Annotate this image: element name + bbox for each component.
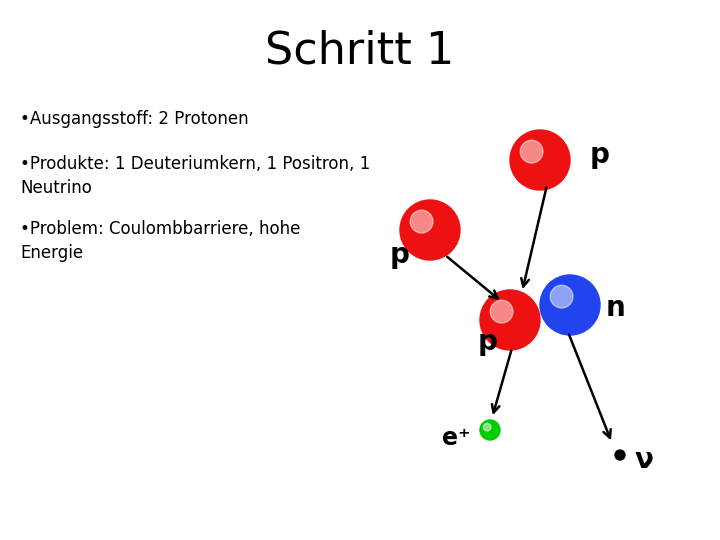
Circle shape xyxy=(483,423,491,431)
Text: ν: ν xyxy=(634,446,654,474)
Circle shape xyxy=(540,275,600,335)
Circle shape xyxy=(410,210,433,233)
Circle shape xyxy=(480,290,540,350)
Text: n: n xyxy=(606,294,626,322)
Circle shape xyxy=(521,140,543,163)
Circle shape xyxy=(480,420,500,440)
Text: p: p xyxy=(390,241,410,269)
Circle shape xyxy=(400,200,460,260)
Text: p: p xyxy=(590,141,610,169)
Circle shape xyxy=(490,300,513,323)
Circle shape xyxy=(510,130,570,190)
Circle shape xyxy=(615,450,625,460)
Text: •Problem: Coulombbarriere, hohe
Energie: •Problem: Coulombbarriere, hohe Energie xyxy=(20,220,300,261)
Text: e⁺: e⁺ xyxy=(442,426,470,450)
Text: •Produkte: 1 Deuteriumkern, 1 Positron, 1
Neutrino: •Produkte: 1 Deuteriumkern, 1 Positron, … xyxy=(20,155,370,197)
Text: Schritt 1: Schritt 1 xyxy=(266,30,454,73)
Text: •Ausgangsstoff: 2 Protonen: •Ausgangsstoff: 2 Protonen xyxy=(20,110,248,128)
Text: p: p xyxy=(478,328,498,356)
Circle shape xyxy=(550,285,573,308)
